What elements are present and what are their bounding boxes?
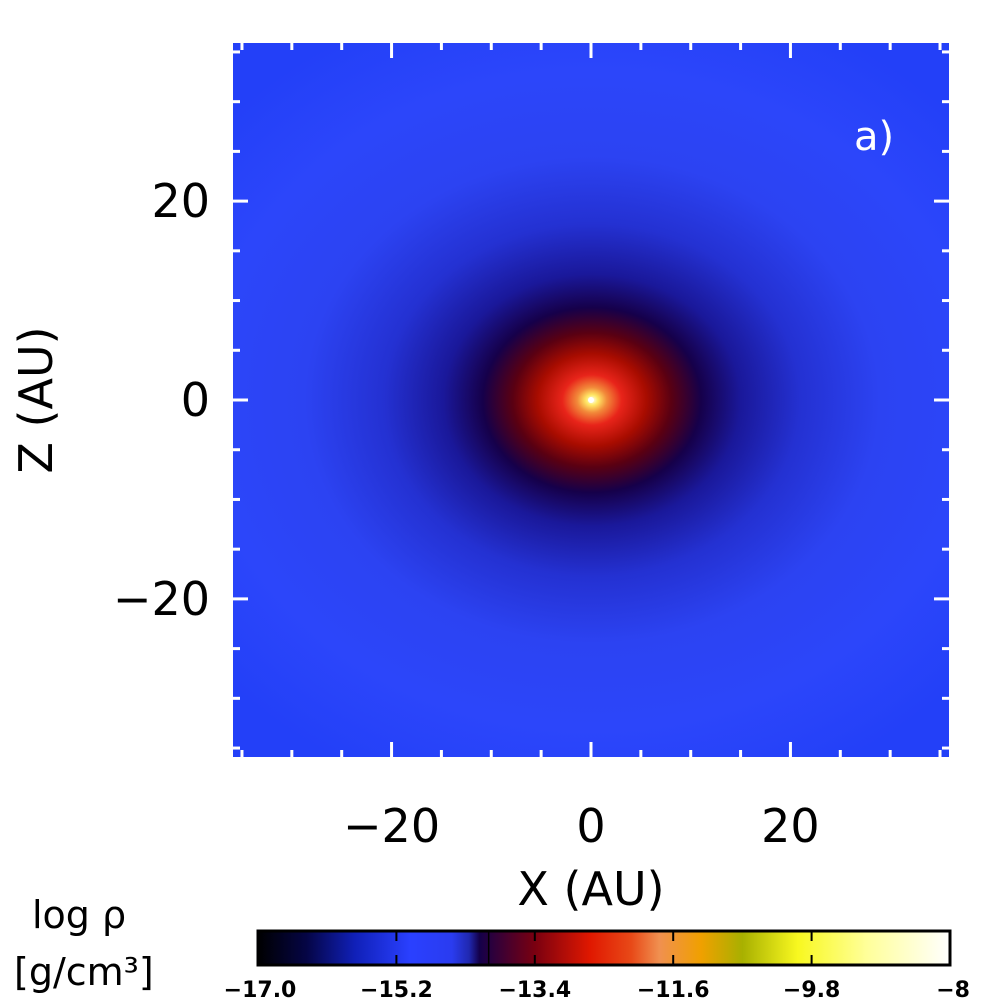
colorbar-tick-label: −8 — [936, 978, 970, 1000]
colorbar — [256, 929, 952, 967]
colorbar-tick-label: −17.0 — [224, 978, 297, 1000]
plot-frame — [231, 41, 951, 759]
colorbar-title: log ρ — [32, 893, 126, 937]
x-tick-labels: −20 0 20 — [343, 799, 820, 853]
x-tick-label: 20 — [761, 799, 820, 853]
colorbar-units: [g/cm³] — [14, 950, 154, 994]
density-peak — [588, 397, 594, 403]
x-axis-title: X (AU) — [517, 862, 664, 916]
y-tick-label: 0 — [181, 373, 210, 427]
colorbar-tick-label: −9.8 — [783, 978, 840, 1000]
colorbar-tick-label: −13.4 — [498, 978, 571, 1000]
y-tick-label: 20 — [151, 174, 210, 228]
x-tick-label: −20 — [343, 799, 440, 853]
panel-label: a) — [854, 114, 894, 160]
y-axis-title: Z (AU) — [9, 326, 63, 473]
x-tick-label: 0 — [576, 799, 605, 853]
colorbar-tick-label: −11.6 — [637, 978, 710, 1000]
colorbar-tick-label: −15.2 — [360, 978, 433, 1000]
colorbar-ticks — [257, 931, 951, 965]
y-tick-labels: −20 0 20 — [113, 174, 210, 626]
y-tick-label: −20 — [113, 572, 210, 626]
colorbar-tick-labels: −17.0 −15.2 −13.4 −11.6 −9.8 −8 — [224, 978, 970, 1000]
